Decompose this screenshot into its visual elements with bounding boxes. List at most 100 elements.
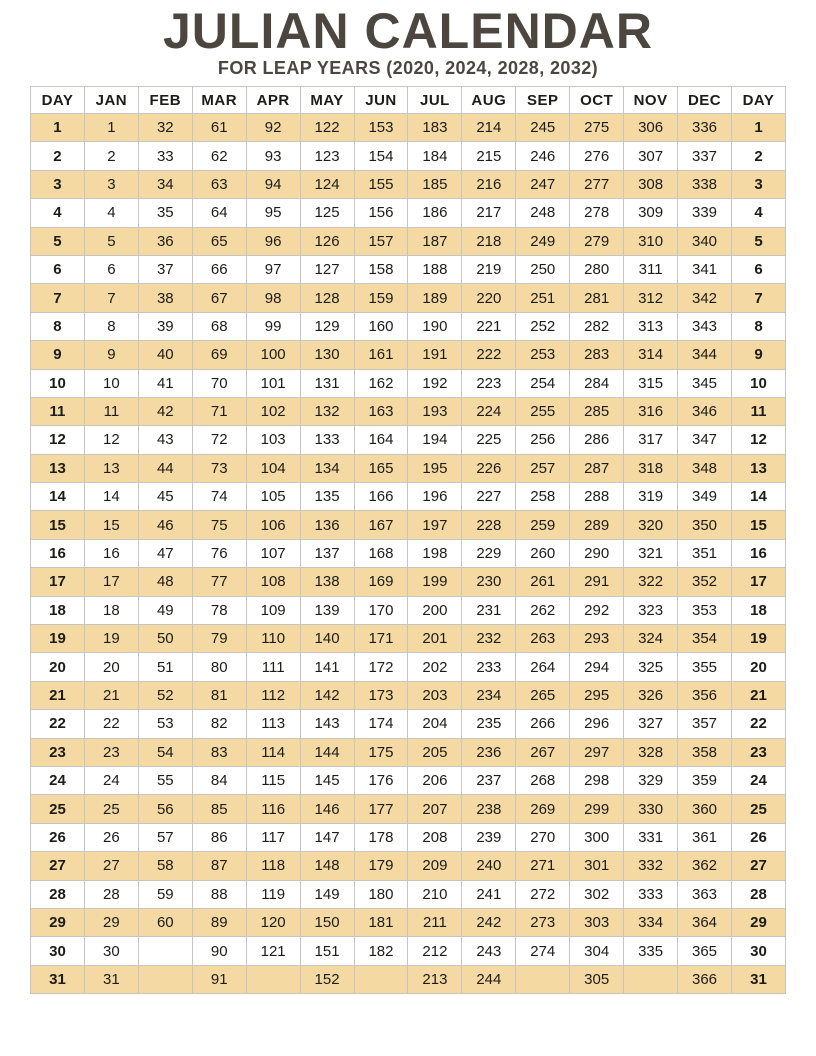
julian-day-cell: 66 <box>191 254 247 285</box>
julian-day-cell: 265 <box>515 680 571 711</box>
julian-day-cell: 235 <box>461 709 517 739</box>
julian-day-cell: 232 <box>461 624 517 654</box>
julian-day-cell: 15 <box>83 510 139 540</box>
header-month-apr: APR <box>245 86 301 114</box>
julian-day-cell: 121 <box>245 936 301 966</box>
julian-day-cell: 128 <box>299 283 355 313</box>
julian-day-cell: 156 <box>353 198 409 228</box>
day-cell: 14 <box>730 482 787 512</box>
julian-day-cell: 213 <box>407 964 463 995</box>
day-cell: 18 <box>30 595 85 626</box>
day-cell: 9 <box>30 340 85 370</box>
julian-day-cell: 244 <box>461 964 517 995</box>
julian-day-cell: 64 <box>191 198 247 228</box>
table-row: 24 24 55 84 115 145 176 206 237 268 298 329 359 24 <box>30 765 787 796</box>
julian-day-cell: 220 <box>461 283 517 313</box>
julian-day-cell: 140 <box>299 624 355 654</box>
julian-day-cell: 207 <box>407 794 463 824</box>
julian-day-cell: 266 <box>515 709 571 739</box>
julian-day-cell: 63 <box>191 169 247 200</box>
julian-day-cell: 254 <box>515 368 571 398</box>
julian-day-cell: 185 <box>407 169 463 200</box>
julian-day-cell: 164 <box>353 425 409 455</box>
julian-day-cell: 80 <box>191 652 247 682</box>
julian-day-cell: 43 <box>137 425 193 455</box>
header-day: DAY <box>730 86 787 114</box>
julian-day-cell: 29 <box>83 907 139 938</box>
day-cell: 6 <box>30 254 85 285</box>
table-row: 26 26 57 86 117 147 178 208 239 270 300 331 361 26 <box>30 822 787 853</box>
julian-day-cell: 117 <box>245 822 301 853</box>
day-cell: 12 <box>30 425 85 455</box>
julian-day-cell: 252 <box>515 311 571 342</box>
day-cell: 27 <box>30 851 85 881</box>
julian-day-cell: 268 <box>515 765 571 796</box>
table-row: 7 7 38 67 98 128 159 189 220 251 281 312 342 7 <box>30 283 787 313</box>
julian-day-cell: 162 <box>353 368 409 398</box>
julian-day-cell: 126 <box>299 226 355 256</box>
julian-day-cell: 306 <box>623 112 679 143</box>
day-cell: 11 <box>30 396 85 427</box>
julian-day-cell: 11 <box>83 396 139 427</box>
julian-day-cell: 131 <box>299 368 355 398</box>
julian-day-cell: 349 <box>677 482 732 512</box>
julian-day-cell <box>515 964 571 995</box>
julian-day-cell: 174 <box>353 709 409 739</box>
julian-day-cell: 122 <box>299 112 355 143</box>
julian-day-cell: 58 <box>137 851 193 881</box>
julian-day-cell: 236 <box>461 737 517 767</box>
julian-day-cell: 334 <box>623 907 679 938</box>
julian-day-cell: 313 <box>623 311 679 342</box>
julian-day-cell: 97 <box>245 254 301 285</box>
julian-day-cell: 322 <box>623 567 679 597</box>
julian-day-cell: 145 <box>299 765 355 796</box>
day-cell: 3 <box>730 169 787 200</box>
header-month-feb: FEB <box>137 86 193 114</box>
julian-day-cell: 197 <box>407 510 463 540</box>
julian-day-cell: 258 <box>515 482 571 512</box>
julian-day-cell: 360 <box>677 794 732 824</box>
julian-day-cell: 39 <box>137 311 193 342</box>
julian-day-cell: 271 <box>515 851 571 881</box>
julian-day-cell: 139 <box>299 595 355 626</box>
day-cell: 2 <box>30 141 85 171</box>
julian-day-cell: 358 <box>677 737 732 767</box>
julian-day-cell: 279 <box>569 226 625 256</box>
table-row: 8 8 39 68 99 129 160 190 221 252 282 313 343 8 <box>30 311 787 342</box>
day-cell: 20 <box>730 652 787 682</box>
julian-day-cell: 8 <box>83 311 139 342</box>
day-cell: 31 <box>30 964 85 995</box>
table-row: 28 28 59 88 119 149 180 210 241 272 302 333 363 28 <box>30 879 787 909</box>
julian-day-cell: 202 <box>407 652 463 682</box>
julian-day-cell: 81 <box>191 680 247 711</box>
julian-day-cell: 14 <box>83 482 139 512</box>
table-row: 16 16 47 76 107 137 168 198 229 260 290 321 351 16 <box>30 538 787 569</box>
julian-day-cell: 50 <box>137 624 193 654</box>
header-month-mar: MAR <box>191 86 247 114</box>
julian-day-cell: 335 <box>623 936 679 966</box>
julian-day-cell: 277 <box>569 169 625 200</box>
julian-day-cell: 317 <box>623 425 679 455</box>
julian-day-cell: 165 <box>353 453 409 484</box>
day-cell: 21 <box>730 680 787 711</box>
julian-day-cell: 136 <box>299 510 355 540</box>
table-row: 5 5 36 65 96 126 157 187 218 249 279 310 340 5 <box>30 226 787 256</box>
julian-day-cell: 99 <box>245 311 301 342</box>
julian-day-cell: 214 <box>461 112 517 143</box>
julian-day-cell: 216 <box>461 169 517 200</box>
julian-day-cell: 284 <box>569 368 625 398</box>
day-cell: 21 <box>30 680 85 711</box>
julian-day-cell: 312 <box>623 283 679 313</box>
julian-day-cell: 19 <box>83 624 139 654</box>
julian-day-cell: 348 <box>677 453 732 484</box>
julian-day-cell: 183 <box>407 112 463 143</box>
julian-day-cell: 299 <box>569 794 625 824</box>
julian-day-cell: 337 <box>677 141 732 171</box>
julian-day-cell: 18 <box>83 595 139 626</box>
julian-day-cell: 200 <box>407 595 463 626</box>
julian-day-cell: 233 <box>461 652 517 682</box>
julian-day-cell: 338 <box>677 169 732 200</box>
table-row: 22 22 53 82 113 143 174 204 235 266 296 327 357 22 <box>30 709 787 739</box>
julian-day-cell: 293 <box>569 624 625 654</box>
julian-day-cell: 57 <box>137 822 193 853</box>
